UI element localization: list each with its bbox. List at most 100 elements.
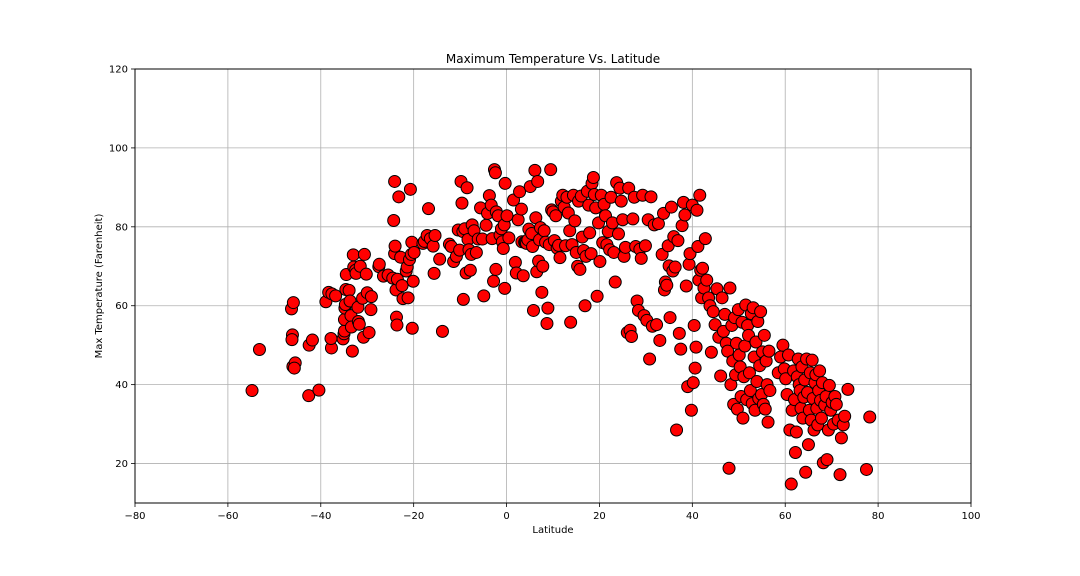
data-point [675, 219, 689, 233]
data-point [511, 213, 525, 227]
data-point [406, 274, 420, 288]
data-point [549, 209, 563, 223]
x-axis: −80 −60 −40 −20 0 20 40 60 80 100 [124, 503, 981, 522]
data-point [822, 378, 836, 392]
data-point [688, 361, 702, 375]
data-point [687, 318, 701, 332]
data-point [689, 340, 703, 354]
data-point [693, 188, 707, 202]
data-point [435, 324, 449, 338]
data-point [706, 305, 720, 319]
data-point [813, 364, 827, 378]
data-point [287, 361, 301, 375]
data-point [670, 423, 684, 437]
data-point [388, 174, 402, 188]
data-point [578, 299, 592, 313]
data-point [463, 263, 477, 277]
data-point [286, 296, 300, 310]
data-point [762, 344, 776, 358]
data-points [245, 163, 877, 491]
data-point [643, 352, 657, 366]
data-point [860, 462, 873, 476]
data-point [359, 267, 373, 281]
data-point [498, 176, 512, 190]
data-point [387, 214, 401, 228]
data-point [496, 242, 510, 256]
data-point [342, 283, 356, 297]
y-tick-label: 80 [115, 222, 128, 233]
data-point [614, 194, 628, 208]
data-point [405, 321, 419, 335]
data-point [678, 208, 692, 222]
data-point [696, 261, 710, 275]
y-tick-label: 100 [109, 143, 128, 154]
data-point [508, 255, 522, 269]
data-point [531, 174, 545, 188]
data-point [407, 245, 421, 259]
data-point [653, 333, 667, 347]
y-tick-label: 20 [115, 459, 128, 470]
data-point [608, 275, 622, 289]
data-point [638, 239, 652, 253]
data-point [564, 315, 578, 329]
data-point [460, 181, 474, 195]
data-point [312, 383, 326, 397]
data-point [660, 278, 674, 292]
data-point [514, 202, 528, 216]
data-point [671, 234, 685, 248]
data-point [305, 333, 319, 347]
y-axis: 20 40 60 80 100 120 [109, 65, 135, 470]
data-point [488, 166, 502, 180]
data-point [553, 251, 567, 265]
data-point [302, 389, 316, 403]
data-point [541, 301, 555, 315]
data-point [708, 318, 722, 332]
data-point [455, 196, 469, 210]
data-point [516, 269, 530, 283]
data-point [611, 227, 625, 241]
data-point [757, 328, 771, 342]
data-point [714, 369, 728, 383]
data-point [749, 335, 763, 349]
x-tick-label: −80 [124, 511, 145, 522]
y-axis-label: Max Temperature (Farenheit) [94, 214, 105, 359]
data-point [498, 281, 512, 295]
data-point [634, 251, 648, 265]
data-point [584, 247, 598, 261]
data-point [568, 214, 582, 228]
data-point [586, 171, 600, 184]
x-tick-label: 100 [961, 511, 980, 522]
x-tick-label: 20 [593, 511, 606, 522]
y-tick-label: 60 [115, 301, 128, 312]
data-point [805, 353, 819, 367]
data-point [784, 477, 798, 491]
y-tick-label: 120 [109, 65, 128, 76]
data-point [788, 445, 802, 459]
y-tick-label: 40 [115, 380, 128, 391]
data-point [392, 190, 406, 204]
data-point [668, 260, 682, 274]
x-tick-label: −40 [310, 511, 331, 522]
data-point [722, 461, 736, 475]
data-point [357, 247, 371, 261]
x-tick-label: 80 [872, 511, 885, 522]
data-point [544, 163, 558, 177]
data-point [863, 410, 877, 424]
data-point [682, 257, 696, 271]
data-point [700, 273, 714, 287]
data-point [715, 291, 729, 305]
data-point [388, 239, 402, 253]
data-point [593, 255, 607, 269]
data-point [723, 281, 737, 295]
data-point [674, 342, 688, 356]
data-point [820, 453, 834, 467]
data-point [679, 279, 693, 293]
data-point [540, 316, 554, 330]
data-point [742, 366, 756, 380]
data-point [536, 259, 550, 273]
data-point [352, 317, 366, 331]
data-point [789, 425, 803, 439]
data-point [364, 290, 378, 304]
plot-frame [134, 68, 972, 504]
data-point [469, 245, 483, 259]
